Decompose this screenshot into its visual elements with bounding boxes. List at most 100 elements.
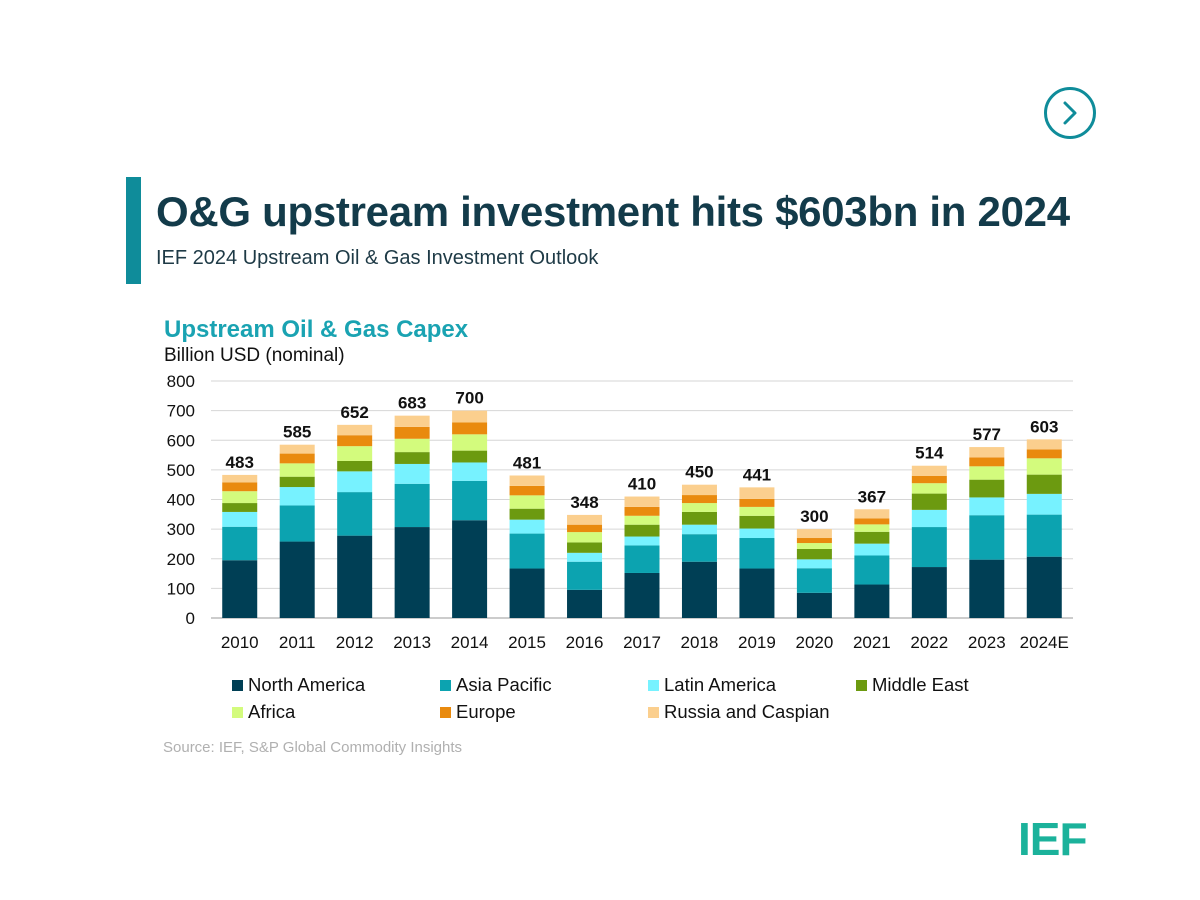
bar-segment bbox=[1026, 556, 1062, 618]
x-tick-label: 2022 bbox=[910, 633, 948, 652]
bar-segment bbox=[681, 511, 717, 525]
bar-segment bbox=[796, 548, 832, 560]
bar-total-label: 441 bbox=[743, 465, 771, 484]
legend-item: Europe bbox=[440, 701, 648, 723]
bar-segment bbox=[337, 460, 373, 472]
bar-segment bbox=[1026, 458, 1062, 475]
bar-total-label: 481 bbox=[513, 454, 541, 473]
bar-segment bbox=[681, 503, 717, 512]
bar-segment bbox=[911, 475, 947, 484]
x-tick-label: 2023 bbox=[968, 633, 1006, 652]
bar-segment bbox=[279, 505, 315, 542]
bar-segment bbox=[567, 532, 603, 543]
legend-swatch bbox=[440, 706, 451, 718]
y-tick-label: 200 bbox=[167, 550, 195, 569]
y-tick-label: 100 bbox=[167, 579, 195, 598]
bar-segment bbox=[452, 410, 488, 423]
bar-segment bbox=[796, 592, 832, 618]
legend-label: Middle East bbox=[872, 674, 969, 695]
bar-segment bbox=[337, 535, 373, 618]
x-tick-label: 2020 bbox=[795, 633, 833, 652]
bar-segment bbox=[796, 543, 832, 549]
legend-item: Africa bbox=[232, 701, 440, 723]
bar-segment bbox=[911, 509, 947, 528]
bar-segment bbox=[681, 524, 717, 535]
bar-segment bbox=[452, 450, 488, 463]
bar-segment bbox=[222, 491, 258, 504]
y-tick-label: 800 bbox=[167, 372, 195, 391]
bar-segment bbox=[796, 538, 832, 544]
bar-segment bbox=[854, 518, 890, 525]
bar-total-label: 603 bbox=[1030, 417, 1058, 436]
bar-segment bbox=[739, 498, 775, 507]
bar-segment bbox=[681, 495, 717, 504]
bar-total-label: 367 bbox=[858, 487, 886, 506]
y-tick-label: 700 bbox=[167, 402, 195, 421]
bar-segment bbox=[279, 453, 315, 464]
legend-swatch bbox=[856, 679, 867, 691]
bar-segment bbox=[796, 568, 832, 593]
bar-segment bbox=[222, 526, 258, 561]
bar-segment bbox=[509, 475, 545, 486]
chevron-right-icon bbox=[1063, 101, 1077, 125]
page-title: O&G upstream investment hits $603bn in 2… bbox=[156, 188, 1070, 235]
bar-segment bbox=[452, 462, 488, 481]
bar-segment bbox=[509, 568, 545, 618]
bar-segment bbox=[739, 506, 775, 516]
x-tick-label: 2012 bbox=[336, 633, 374, 652]
bar-segment bbox=[452, 480, 488, 521]
x-tick-label: 2016 bbox=[566, 633, 604, 652]
legend-label: Africa bbox=[248, 701, 296, 722]
bar-segment bbox=[222, 474, 258, 483]
bar-total-label: 483 bbox=[226, 453, 254, 472]
bar-segment bbox=[222, 482, 258, 492]
legend-label: Russia and Caspian bbox=[664, 701, 830, 722]
x-tick-label: 2018 bbox=[681, 633, 719, 652]
bar-segment bbox=[452, 434, 488, 451]
legend-label: North America bbox=[248, 674, 366, 695]
bar-segment bbox=[279, 487, 315, 506]
bar-total-label: 450 bbox=[685, 463, 713, 482]
bar-segment bbox=[854, 543, 890, 556]
x-tick-label: 2021 bbox=[853, 633, 891, 652]
x-tick-label: 2019 bbox=[738, 633, 776, 652]
bar-segment bbox=[509, 508, 545, 520]
bar-segment bbox=[624, 515, 660, 525]
bar-segment bbox=[854, 509, 890, 519]
bar-segment bbox=[509, 519, 545, 534]
bar-segment bbox=[796, 559, 832, 569]
x-tick-label: 2017 bbox=[623, 633, 661, 652]
bar-segment bbox=[394, 483, 430, 528]
y-tick-label: 0 bbox=[186, 609, 195, 628]
bar-segment bbox=[394, 527, 430, 618]
next-slide-button[interactable] bbox=[1044, 87, 1096, 139]
bar-total-label: 410 bbox=[628, 475, 656, 494]
bar-total-label: 700 bbox=[455, 389, 483, 408]
bar-segment bbox=[739, 515, 775, 529]
bar-total-label: 300 bbox=[800, 507, 828, 526]
bar-segment bbox=[567, 514, 603, 525]
bar-segment bbox=[969, 457, 1005, 467]
bar-total-label: 577 bbox=[973, 425, 1001, 444]
bar-segment bbox=[452, 520, 488, 618]
bar-segment bbox=[969, 559, 1005, 618]
legend-swatch bbox=[648, 679, 659, 691]
bar-segment bbox=[681, 534, 717, 562]
bar-segment bbox=[624, 524, 660, 537]
bar-segment bbox=[1026, 449, 1062, 459]
legend-label: Latin America bbox=[664, 674, 777, 695]
bar-segment bbox=[854, 524, 890, 532]
bar-segment bbox=[681, 484, 717, 496]
ief-logo: IEF bbox=[1018, 813, 1088, 865]
y-tick-label: 500 bbox=[167, 461, 195, 480]
bar-segment bbox=[279, 444, 315, 454]
bar-segment bbox=[279, 541, 315, 618]
bar-segment bbox=[969, 466, 1005, 480]
bar-segment bbox=[1026, 474, 1062, 494]
page-subtitle: IEF 2024 Upstream Oil & Gas Investment O… bbox=[156, 247, 599, 269]
bar-segment bbox=[969, 479, 1005, 498]
legend-item: Russia and Caspian bbox=[648, 701, 856, 723]
bar-segment bbox=[509, 533, 545, 569]
chart-title: Upstream Oil & Gas Capex bbox=[164, 316, 469, 343]
legend-swatch bbox=[648, 706, 659, 718]
